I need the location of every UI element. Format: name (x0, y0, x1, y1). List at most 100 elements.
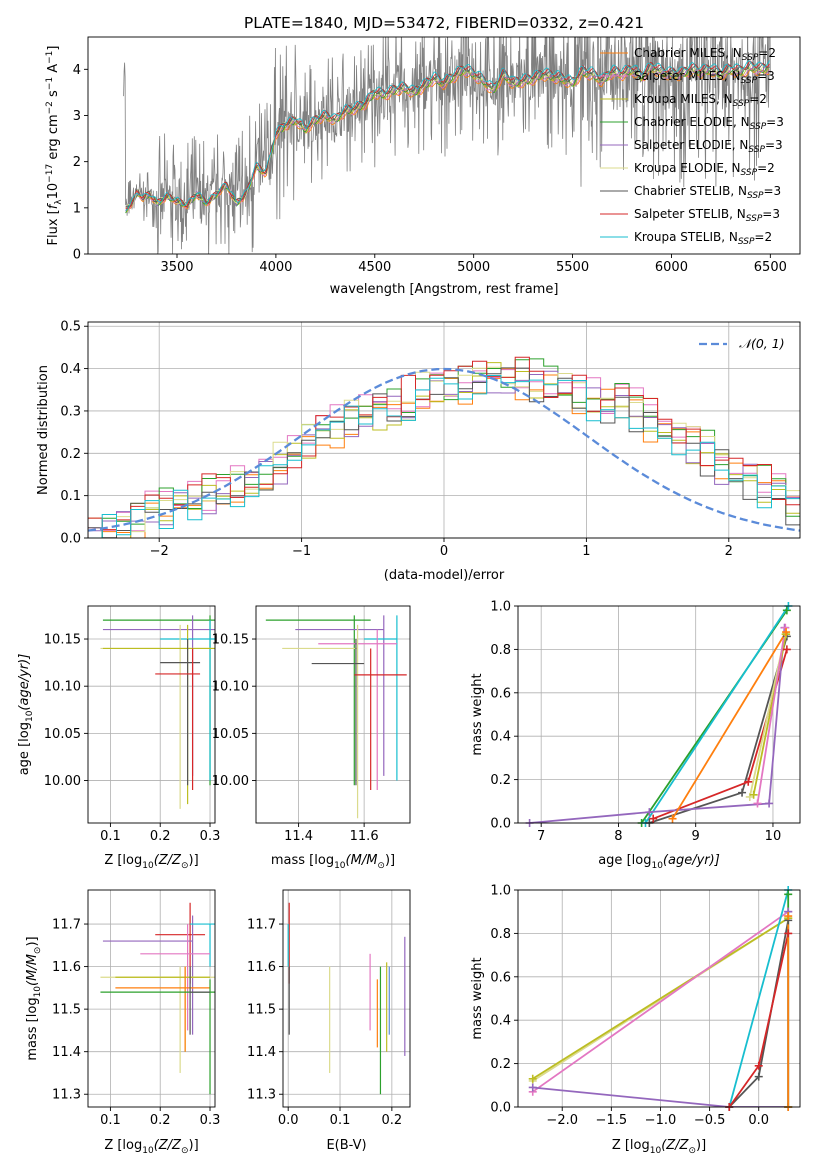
label-part: λ (54, 199, 64, 205)
x-tick-label: 6000 (655, 260, 688, 275)
x-tick-label: 6500 (754, 260, 787, 275)
x-axis-label: mass [log10(M/M⊙)] (271, 853, 395, 871)
y-tick-label: 10.05 (212, 727, 249, 742)
weight-marker (528, 1074, 537, 1083)
mass-vs-z-panel: 0.1 0.2 0.311.311.411.511.611.7Z [log10(Z/… (25, 889, 221, 1156)
x-tick-label: 8 (614, 829, 622, 844)
x-tick-label: 9 (692, 829, 700, 844)
y-tick-label: 0.2 (490, 773, 511, 788)
weight-marker (784, 890, 793, 899)
weight-marker (528, 1083, 537, 1092)
x-tick-label: 5500 (556, 260, 589, 275)
age-vs-mass-plot-area (265, 615, 407, 819)
y-tick-label: 10.05 (44, 727, 81, 742)
y-axis-label: Normed distribution (36, 365, 51, 495)
label-part: )] (696, 1138, 706, 1153)
normal-curve (88, 367, 800, 532)
x-tick-label: 0.1 (330, 1113, 351, 1128)
spectrum-panel: 3500 4000 4500 5000 5500 6000 6500 0 1 2 3 4 PLATE=1… (45, 14, 801, 297)
label-part: −2 (45, 101, 55, 114)
weight-marker (754, 1072, 763, 1081)
label-part: 10 (25, 710, 35, 722)
y-tick-label: 11.5 (52, 1003, 81, 1018)
residuals-panel: −2 −1 0 1 2 0.0 0.1 0.2 0.3 0.4 0.5 (data-model)/er… (36, 320, 801, 583)
label-part: erg cm (46, 114, 61, 163)
label-part: age [log (17, 722, 32, 775)
legend-entry: Salpeter STELIB, NSSP=3 (634, 207, 780, 224)
label-part: mass [log (25, 997, 40, 1060)
y-tick-label: 10.00 (44, 774, 81, 789)
y-tick-label: 11.3 (247, 1088, 276, 1103)
mass-vs-ebv-plot-area (287, 902, 406, 1095)
age-vs-mass-panel: 11.4 11.6 10.00 10.05 10.10 10.15 mass [log10(… (212, 605, 411, 871)
axes-frame (255, 605, 411, 824)
weight-line (756, 627, 787, 804)
x-tick-label: 0.3 (200, 1113, 221, 1128)
chart-title: PLATE=1840, MJD=53472, FIBERID=0332, z=0… (244, 14, 644, 32)
label-part: ⊙ (33, 947, 43, 955)
histogram-kroupa-stelib (88, 375, 800, 538)
y-tick-label: 0.0 (60, 532, 81, 547)
x-tick-label: 0.2 (382, 1113, 403, 1128)
label-part: −17 (45, 164, 55, 183)
legend-nssp: =3 (764, 184, 782, 198)
y-tick-label: 0.0 (490, 817, 511, 832)
x-tick-label: 1 (582, 544, 590, 559)
x-axis-label: Z [log10(Z/Z⊙)] (104, 853, 198, 871)
axes-frame (87, 36, 801, 255)
weight-line (644, 606, 790, 823)
axes-frame (282, 889, 411, 1108)
x-tick-label: −1.0 (645, 1113, 677, 1128)
label-part: 10 (651, 861, 663, 871)
label-part: mass [log (271, 853, 334, 868)
label-part: ⊙ (688, 1146, 696, 1156)
label-part: ] (46, 46, 61, 51)
label-part: 10 (650, 1146, 662, 1156)
legend-entry: Chabrier ELODIE, NSSP=3 (634, 115, 784, 132)
x-tick-label: 10 (765, 829, 782, 844)
weight-marker (738, 788, 747, 797)
label-part: )] (189, 1138, 199, 1153)
y-tick-label: 10.15 (44, 633, 81, 648)
legend-nssp: =2 (758, 46, 776, 60)
x-tick-label: 2 (725, 544, 733, 559)
weight-marker (784, 929, 793, 938)
weight-vs-age-panel: 7 8 9 10 0.0 0.2 0.4 0.6 0.8 1.0 mass weight age [l… (470, 600, 801, 871)
weight-marker (649, 814, 658, 823)
legend-nssp: =2 (749, 92, 767, 106)
weight-marker (782, 606, 791, 615)
y-axis-label: mass weight (470, 673, 485, 755)
weight-vs-age-plot-area (529, 606, 790, 823)
y-tick-label: 11.7 (52, 918, 81, 933)
y-tick-label: 11.7 (247, 918, 276, 933)
label-part: f (46, 202, 61, 209)
weight-line (671, 631, 787, 820)
axes-frame (517, 889, 801, 1108)
weight-marker (753, 799, 762, 808)
x-tick-label: 4500 (358, 260, 391, 275)
x-axis-label: (data-model)/error (384, 568, 505, 583)
model-curve-kroupa-stelib (125, 60, 770, 211)
weight-line (529, 627, 786, 823)
histogram-salpeter-stelib (88, 356, 800, 538)
y-tick-label: 10.15 (212, 633, 249, 648)
y-axis-label: age [log10(age/yr)] (17, 654, 35, 776)
axes-frame (87, 889, 216, 1108)
x-axis-label: E(B-V) (326, 1138, 366, 1153)
y-tick-label: 0.8 (490, 643, 511, 658)
weight-marker (782, 645, 791, 654)
weight-line (532, 917, 789, 1080)
y-tick-label: 1.0 (490, 600, 511, 615)
observed-spectrum (123, 37, 771, 254)
y-tick-label: 4 (73, 63, 81, 78)
residuals-plot-area (88, 356, 800, 538)
y-tick-label: 1 (73, 201, 81, 216)
mass-vs-z-plot-area (100, 902, 215, 1095)
label-part: A (46, 64, 61, 77)
y-tick-label: 0.8 (490, 927, 511, 942)
y-tick-label: 0.1 (60, 489, 81, 504)
label-part: (Z/Z (154, 853, 182, 868)
label-part: 10 (46, 183, 61, 200)
x-tick-label: −2 (150, 544, 169, 559)
